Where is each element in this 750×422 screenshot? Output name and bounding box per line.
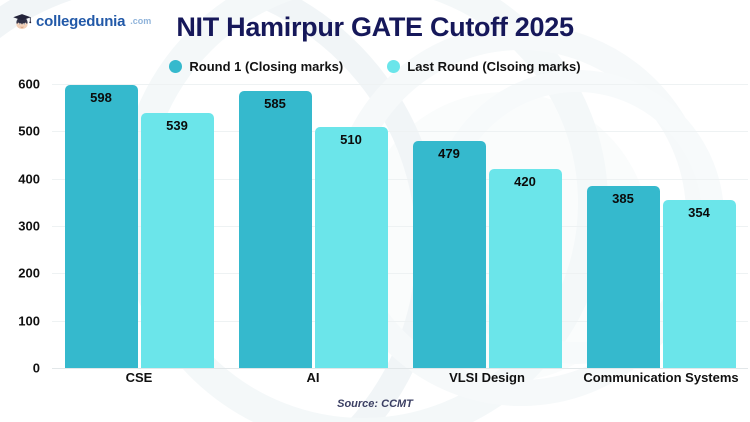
brand-logo: collegedunia .com [12, 10, 151, 32]
bar-value-label: 539 [166, 117, 188, 133]
bar-group: 585 510 [226, 84, 400, 368]
graduation-cap-icon [13, 14, 32, 30]
x-axis-label: VLSI Design [449, 370, 525, 385]
x-axis-label: Communication Systems [583, 370, 739, 385]
plot-area: 598 539 585 510 479 420 385 354 [52, 84, 748, 369]
legend-label: Round 1 (Closing marks) [189, 59, 344, 74]
gridline [52, 84, 748, 85]
bar-value-label: 510 [340, 131, 362, 147]
gridline [52, 178, 748, 180]
gridline [52, 226, 748, 227]
bar-series-1[interactable]: 479 [412, 141, 486, 368]
chart-title: NIT Hamirpur GATE Cutoff 2025 [176, 12, 574, 42]
x-axis-label: AI [306, 370, 320, 385]
bar-series-1[interactable]: 598 [64, 84, 138, 368]
bar-value-label: 420 [514, 174, 536, 190]
bar-value-label: 585 [264, 96, 286, 112]
y-axis-tick: 0 [32, 360, 40, 376]
bar-group: 385 354 [574, 84, 748, 368]
y-axis-tick: 100 [18, 313, 40, 329]
logo-tld: .com [130, 15, 152, 26]
gridline [52, 131, 748, 133]
y-axis-tick: 200 [18, 265, 40, 281]
bar-series-2[interactable]: 420 [488, 169, 562, 368]
bar-value-label: 354 [688, 205, 710, 221]
y-axis-tick: 500 [18, 123, 40, 139]
chart-legend: Round 1 (Closing marks) Last Round (Clso… [0, 59, 750, 74]
bar-series-2[interactable]: 510 [314, 126, 388, 368]
bar-series-1[interactable]: 585 [238, 91, 312, 368]
bar-groups: 598 539 585 510 479 420 385 354 [52, 84, 748, 368]
legend-label: Last Round (Clsoing marks) [407, 59, 581, 74]
y-axis-tick: 300 [18, 218, 40, 234]
bar-value-label: 479 [438, 146, 460, 162]
bar-value-label: 598 [90, 89, 112, 105]
y-axis-tick: 400 [18, 171, 40, 187]
legend-swatch-icon [387, 60, 401, 73]
y-axis: 600 500 400 300 200 100 0 [0, 77, 46, 376]
plot-wrapper: 600 500 400 300 200 100 0 598 539 585 510 479 420 38… [0, 77, 750, 385]
legend-item-last-round[interactable]: Last Round (Clsoing marks) [387, 59, 581, 74]
bar-group: 598 539 [52, 84, 226, 368]
legend-item-round-1[interactable]: Round 1 (Closing marks) [169, 59, 343, 74]
gridline [52, 368, 748, 369]
x-axis: CSE AI VLSI Design Communication Systems [52, 370, 748, 385]
bar-series-2[interactable]: 539 [140, 112, 214, 368]
source-note: Source: CCMT [337, 398, 413, 410]
bar-group: 479 420 [400, 84, 574, 368]
bar-value-label: 385 [612, 190, 634, 206]
bar-series-1[interactable]: 385 [586, 185, 660, 368]
x-axis-label: CSE [125, 370, 153, 385]
y-axis-tick: 600 [18, 76, 40, 92]
logo-text: collegedunia [36, 12, 126, 30]
bar-series-2[interactable]: 354 [662, 200, 736, 368]
legend-swatch-icon [169, 60, 183, 73]
gridline [52, 273, 748, 275]
gridline [52, 320, 748, 322]
